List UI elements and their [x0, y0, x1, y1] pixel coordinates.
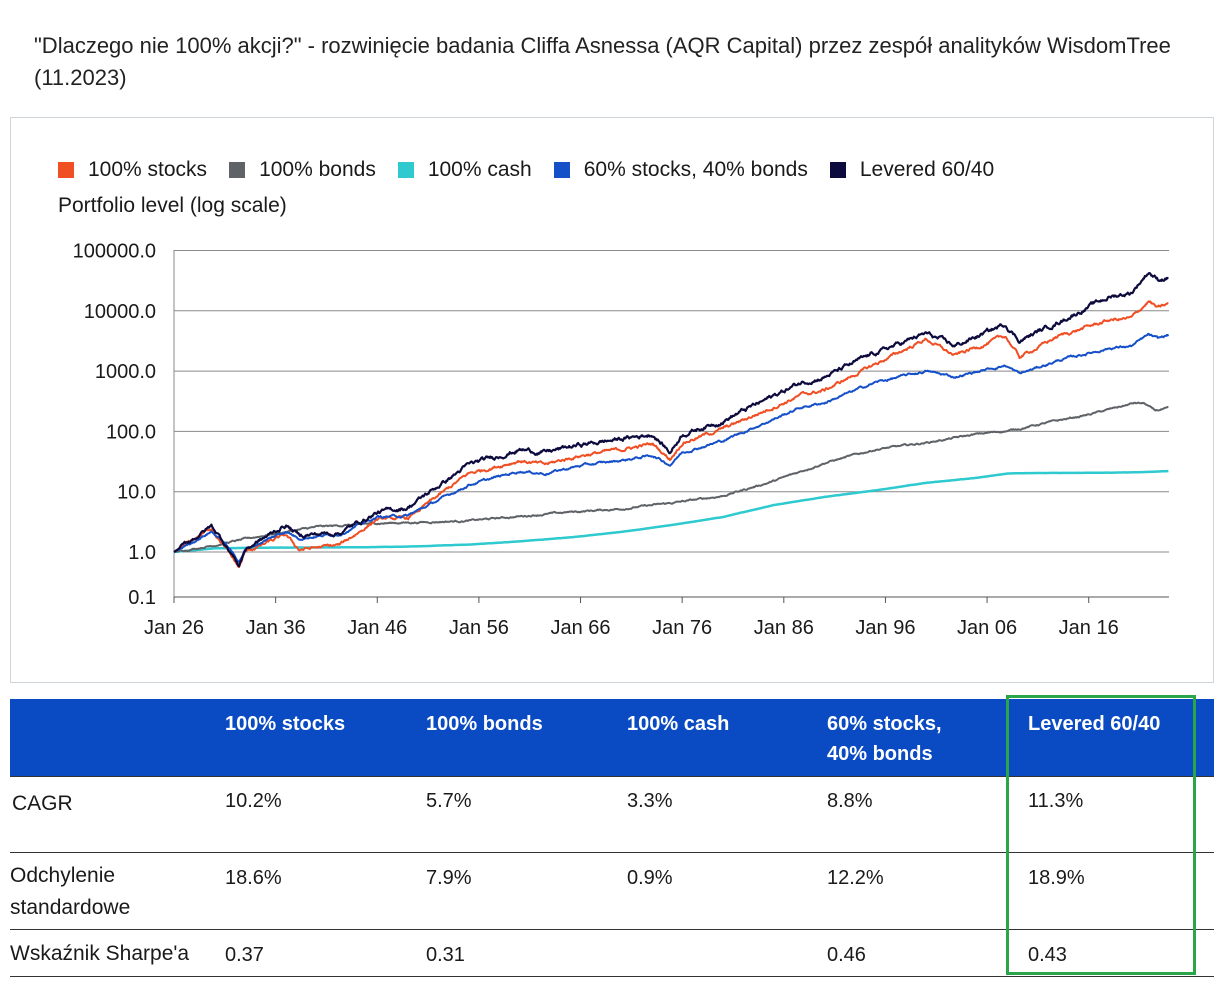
legend-item-bonds: 100% bonds — [229, 158, 376, 182]
y-tick-label: 100000.0 — [73, 241, 156, 263]
row-label-cagr: CAGR — [12, 792, 73, 815]
x-tick-label: Jan 06 — [957, 617, 1017, 639]
y-tick-label: 100.0 — [106, 421, 156, 443]
legend-item-sixty-forty: 60% stocks, 40% bonds — [553, 158, 808, 182]
row-label-sharpe: Wskaźnik Sharpe'a — [10, 942, 190, 965]
cell-stdev-cash: 0.9% — [627, 867, 673, 889]
cell-cagr-levered: 11.3% — [1028, 790, 1084, 812]
legend-label-bonds: 100% bonds — [259, 158, 376, 181]
legend-item-cash: 100% cash — [397, 158, 532, 182]
y-tick-label: 10000.0 — [84, 301, 156, 323]
legend-swatch-stocks — [58, 162, 74, 178]
table-header-bonds: 100% bonds — [426, 713, 543, 735]
table-header-stocks: 100% stocks — [225, 713, 346, 735]
x-tick-label: Jan 46 — [347, 617, 407, 639]
x-tick-label: Jan 86 — [754, 617, 814, 639]
y-tick-label: 1.0 — [128, 542, 156, 564]
series-line-100-stocks — [173, 300, 1169, 568]
series-line-60-stocks-40-bonds — [173, 332, 1170, 563]
line-chart: 100000.0 10000.0 1000.0 100.0 10.0 1.0 0.1 Jan … — [73, 241, 1170, 639]
x-tick-label: Jan 56 — [449, 617, 509, 639]
legend-item-levered: Levered 60/40 — [829, 158, 995, 182]
table-divider — [10, 776, 1214, 777]
table-header-cash: 100% cash — [627, 713, 730, 735]
cell-stdev-sixty-forty: 12.2% — [827, 867, 884, 889]
cell-sharpe-levered: 0.43 — [1028, 944, 1067, 966]
levered-column-highlight — [1006, 695, 1196, 975]
table-header-sixty-forty-line2: 40% bonds — [827, 743, 933, 765]
series-line-100-bonds — [173, 401, 1169, 553]
x-tick-label: Jan 96 — [855, 617, 915, 639]
table-divider — [10, 852, 1214, 853]
cell-sharpe-bonds: 0.31 — [426, 944, 465, 966]
y-tick-label: 0.1 — [128, 587, 156, 609]
cell-stdev-stocks: 18.6% — [225, 867, 282, 889]
chart-legend: 100% stocks 100% bonds 100% cash 60% sto… — [58, 158, 1016, 182]
cell-stdev-bonds: 7.9% — [426, 867, 472, 889]
cell-sharpe-stocks: 0.37 — [225, 944, 264, 966]
legend-swatch-bonds — [229, 162, 246, 178]
y-tick-label: 10.0 — [117, 482, 156, 504]
series-line-100-cash — [173, 469, 1169, 554]
x-tick-label: Jan 36 — [246, 617, 306, 639]
legend-label-cash: 100% cash — [427, 158, 532, 181]
cell-cagr-stocks: 10.2% — [225, 790, 282, 812]
cell-stdev-levered: 18.9% — [1028, 867, 1085, 889]
row-label-stdev-line1: Odchylenie — [10, 864, 116, 887]
cell-sharpe-sixty-forty: 0.46 — [827, 944, 866, 966]
legend-label-sixty-forty: 60% stocks, 40% bonds — [583, 158, 808, 181]
table-divider — [10, 976, 1214, 977]
x-tick-label: Jan 76 — [652, 617, 712, 639]
series-line-levered-60-40 — [173, 272, 1169, 568]
table-divider — [10, 929, 1214, 930]
legend-swatch-levered — [829, 162, 846, 178]
cell-cagr-cash: 3.3% — [627, 790, 673, 812]
cell-cagr-sixty-forty: 8.8% — [827, 790, 873, 812]
x-tick-label: Jan 16 — [1059, 617, 1119, 639]
chart-frame — [10, 117, 1214, 683]
legend-swatch-cash — [397, 162, 414, 178]
y-tick-label: 1000.0 — [95, 361, 156, 383]
legend-item-stocks: 100% stocks — [58, 158, 207, 182]
y-axis-label: Portfolio level (log scale) — [58, 194, 287, 217]
table-header-sixty-forty-line1: 60% stocks, — [827, 713, 942, 735]
x-tick-label: Jan 66 — [551, 617, 611, 639]
page-title: "Dlaczego nie 100% akcji?" - rozwinięcie… — [34, 33, 1171, 90]
table-header — [10, 699, 1214, 776]
x-tick-label: Jan 26 — [144, 617, 204, 639]
legend-label-stocks: 100% stocks — [88, 158, 208, 181]
cell-cagr-bonds: 5.7% — [426, 790, 472, 812]
legend-label-levered: Levered 60/40 — [859, 158, 995, 181]
table-header-levered: Levered 60/40 — [1028, 713, 1161, 735]
row-label-stdev-line2: standardowe — [10, 896, 131, 919]
legend-swatch-sixty-forty — [553, 162, 570, 178]
